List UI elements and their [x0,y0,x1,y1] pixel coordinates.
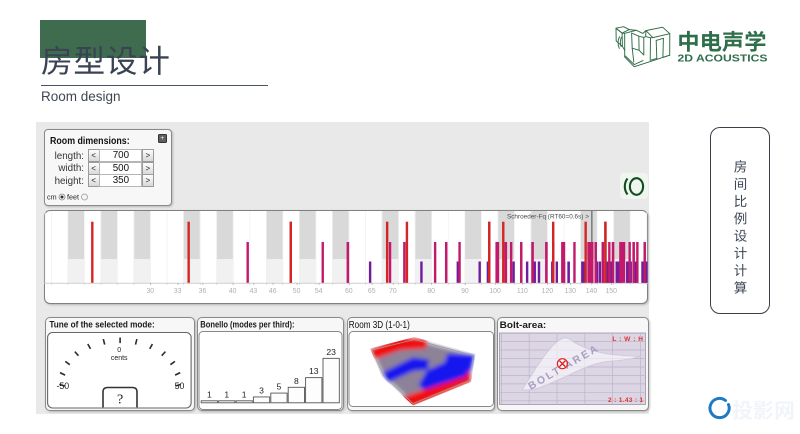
svg-text:Bonello (modes per third):: Bonello (modes per third): [200,319,294,330]
svg-text:L : W : H: L : W : H [612,336,643,343]
svg-text:-50: -50 [56,381,69,391]
svg-text:90: 90 [461,288,469,295]
svg-text:3: 3 [259,385,264,395]
svg-text:?: ? [116,393,122,408]
svg-text:2 : 1.43 : 1: 2 : 1.43 : 1 [608,397,644,404]
svg-text:1: 1 [241,389,246,399]
svg-text:65: 65 [367,288,375,295]
svg-text:80: 80 [427,288,435,295]
svg-text:1: 1 [224,389,229,399]
svg-text:1: 1 [206,389,211,399]
svg-text:70: 70 [389,288,397,295]
svg-text:130: 130 [564,288,576,295]
svg-text:30: 30 [146,288,154,295]
svg-text:cents: cents [110,355,127,362]
svg-text:0: 0 [117,347,121,354]
svg-text:23: 23 [326,347,336,357]
svg-text:feet: feet [67,193,79,202]
svg-text:13: 13 [308,366,318,376]
svg-text:50: 50 [292,288,300,295]
svg-text:140: 140 [585,288,597,295]
svg-text:110: 110 [516,288,527,295]
svg-text:Schroeder-Fq (RT60=0.6s) >: Schroeder-Fq (RT60=0.6s) > [506,213,588,220]
svg-text:40: 40 [228,288,236,295]
svg-text:Bolt-area:: Bolt-area: [499,319,546,330]
svg-text:Tune of the selected mode:: Tune of the selected mode: [49,319,154,330]
svg-text:2D ACOUSTICS: 2D ACOUSTICS [678,53,768,64]
svg-text:8: 8 [293,376,298,386]
svg-text:50: 50 [174,381,184,391]
svg-text:5: 5 [276,382,281,392]
svg-text:150: 150 [605,288,617,295]
svg-text:33: 33 [173,288,181,295]
svg-text:Room 3D (1-0-1): Room 3D (1-0-1) [348,320,409,331]
svg-text:43: 43 [249,288,257,295]
svg-text:100: 100 [489,288,501,295]
svg-text:36: 36 [198,288,206,295]
svg-text:cm: cm [47,193,57,202]
svg-text:120: 120 [541,288,553,295]
svg-text:54: 54 [314,288,322,295]
svg-text:60: 60 [344,288,352,295]
svg-text:46: 46 [268,288,276,295]
